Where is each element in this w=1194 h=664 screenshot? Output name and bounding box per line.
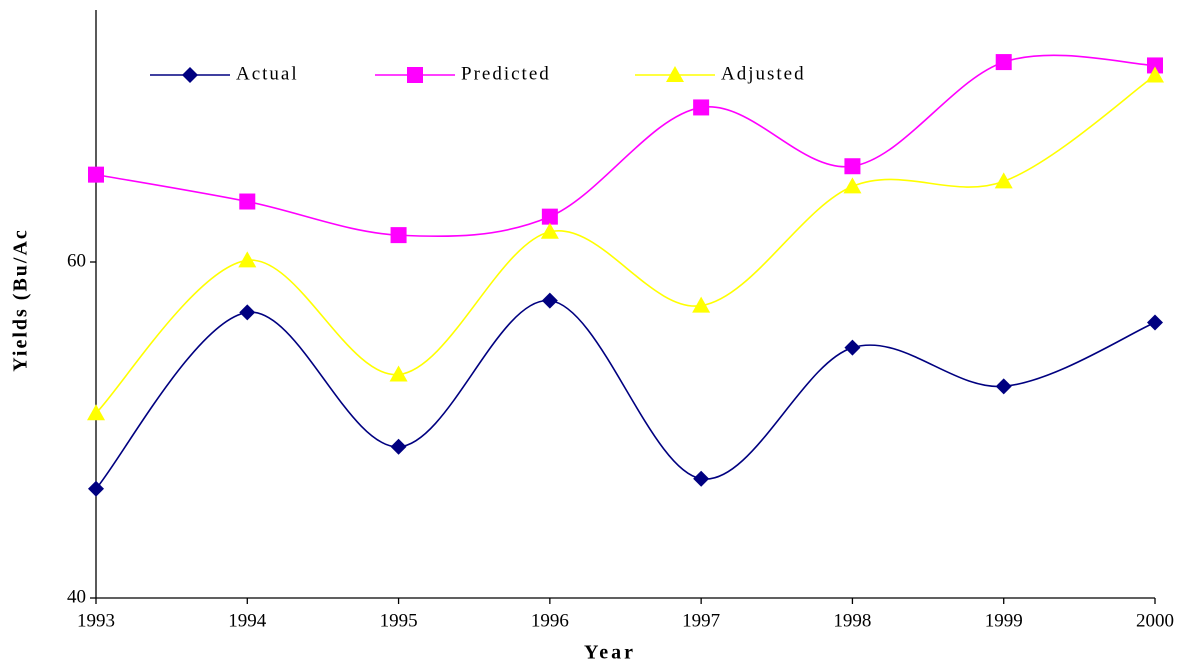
data-point — [540, 222, 559, 239]
data-point — [843, 177, 862, 194]
data-point — [1147, 314, 1163, 331]
legend-marker — [407, 67, 423, 83]
data-point — [87, 404, 105, 421]
y-tick-label: 60 — [67, 250, 86, 271]
x-tick-label: 1993 — [77, 610, 115, 631]
y-axis-label: Yields (Bu/Ac — [10, 228, 32, 372]
data-point — [995, 54, 1012, 71]
data-point — [390, 227, 407, 244]
data-point — [390, 438, 407, 455]
data-point — [239, 304, 256, 321]
data-point — [693, 99, 710, 116]
legend-label: Adjusted — [721, 63, 806, 84]
x-tick-label: 1995 — [380, 610, 418, 631]
data-point — [994, 172, 1013, 189]
data-point — [692, 296, 711, 313]
data-point — [1146, 66, 1164, 83]
legend-label: Actual — [236, 63, 299, 84]
x-tick-label: 1997 — [682, 610, 720, 631]
series-line — [95, 299, 1156, 490]
x-tick-label: 1994 — [228, 610, 267, 631]
series-line — [95, 74, 1156, 414]
data-point — [844, 339, 861, 356]
data-point — [693, 470, 710, 487]
data-point — [88, 480, 104, 497]
x-tick-label: 1998 — [833, 610, 871, 631]
legend-label: Predicted — [461, 63, 551, 84]
data-point — [88, 166, 104, 183]
x-tick-label: 1999 — [985, 610, 1023, 631]
x-axis-label: Year — [584, 642, 636, 664]
data-point — [239, 193, 256, 210]
data-point — [1147, 57, 1163, 74]
x-tick-label: 1996 — [531, 610, 569, 631]
legend-marker — [666, 66, 684, 82]
data-point — [541, 292, 558, 309]
legend-marker — [182, 67, 198, 83]
series-line — [95, 54, 1156, 238]
data-point — [238, 251, 257, 268]
data-point — [389, 365, 408, 382]
data-point — [995, 378, 1012, 395]
data-point — [844, 158, 861, 175]
data-point — [541, 208, 558, 225]
y-tick-label: 40 — [67, 586, 86, 607]
x-tick-label: 2000 — [1136, 610, 1174, 631]
